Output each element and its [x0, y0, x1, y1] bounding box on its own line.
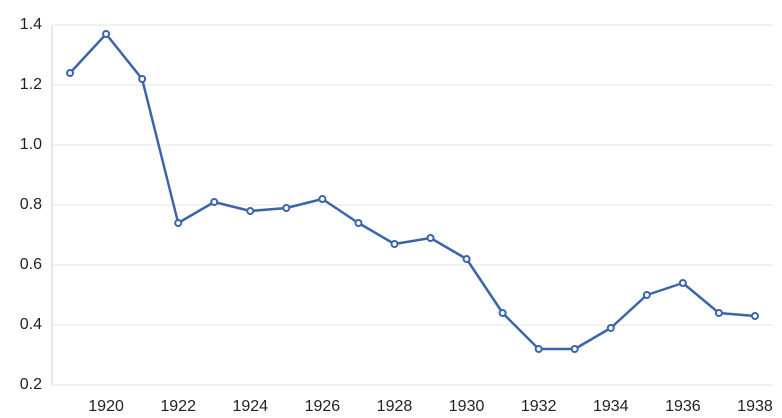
x-tick-label: 1938 [737, 398, 773, 415]
y-tick-label: 0.6 [20, 256, 42, 273]
x-tick-label: 1920 [88, 398, 124, 415]
marker [570, 345, 579, 353]
x-tick-label: 1924 [232, 398, 268, 415]
marker [498, 309, 507, 317]
marker [282, 204, 291, 212]
y-tick-label: 0.4 [20, 316, 42, 333]
x-tick-label: 1926 [305, 398, 341, 415]
y-tick-label: 1.0 [20, 136, 42, 153]
x-tick-label: 1922 [160, 398, 196, 415]
marker [246, 207, 255, 215]
marker [138, 75, 147, 83]
marker [426, 234, 435, 242]
marker [102, 30, 111, 38]
marker [318, 195, 327, 203]
marker [354, 219, 363, 227]
marker [174, 219, 183, 227]
y-tick-label: 0.2 [20, 376, 42, 393]
x-tick-label: 1930 [449, 398, 485, 415]
x-tick-label: 1934 [593, 398, 629, 415]
line [69, 32, 756, 351]
marker [714, 309, 723, 317]
y-tick-label: 0.8 [20, 196, 42, 213]
y-tick-label: 1.2 [20, 76, 42, 93]
marker [678, 279, 687, 287]
x-tick-label: 1928 [377, 398, 413, 415]
marker [750, 312, 759, 320]
marker [66, 69, 75, 77]
x-tick-label: 1932 [521, 398, 557, 415]
marker [642, 291, 651, 299]
x-tick-label: 1936 [665, 398, 701, 415]
marker [606, 324, 615, 332]
marker [390, 240, 399, 248]
marker [210, 198, 219, 206]
y-tick-label: 1.4 [20, 16, 42, 33]
marker [462, 255, 471, 263]
marker [534, 345, 543, 353]
